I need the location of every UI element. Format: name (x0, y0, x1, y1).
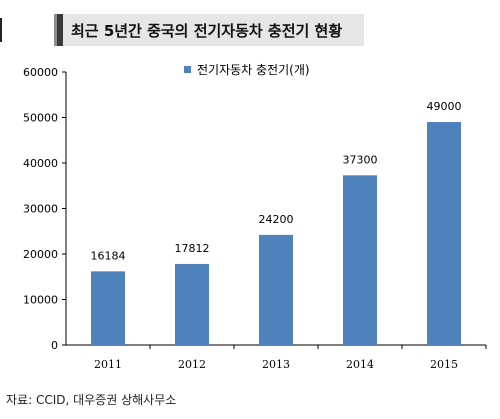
chart-title-box: 최근 5년간 중국의 전기자동차 충전기 현황 (54, 14, 364, 46)
legend-label: 전기자동차 충전기(개) (197, 63, 310, 77)
x-tick-label: 2012 (178, 358, 206, 371)
x-tick-label: 2013 (262, 358, 290, 371)
data-label: 49000 (427, 100, 462, 113)
source-note: 자료: CCID, 대우증권 상해사무소 (6, 393, 177, 407)
chart-title: 최근 5년간 중국의 전기자동차 충전기 현황 (71, 22, 343, 40)
data-label: 17812 (175, 242, 210, 255)
left-edge-mark (0, 18, 2, 42)
x-tick-label: 2011 (94, 358, 122, 371)
bar (91, 271, 125, 345)
y-tick-label: 20000 (23, 248, 58, 261)
y-tick-label: 0 (51, 339, 58, 352)
legend-swatch (184, 66, 191, 73)
bar (175, 263, 209, 345)
y-tick-label: 50000 (23, 112, 58, 125)
x-tick-label: 2014 (346, 358, 374, 371)
data-label: 37300 (343, 153, 378, 166)
bar (259, 234, 293, 345)
bar (427, 122, 461, 345)
title-accent-bar (57, 14, 63, 46)
bar (343, 175, 377, 345)
y-tick-label: 60000 (23, 66, 58, 79)
data-label: 24200 (259, 213, 294, 226)
y-tick-label: 10000 (23, 294, 58, 307)
data-label: 16184 (91, 249, 126, 262)
y-tick-label: 40000 (23, 157, 58, 170)
x-tick-label: 2015 (430, 358, 458, 371)
y-tick-label: 30000 (23, 203, 58, 216)
